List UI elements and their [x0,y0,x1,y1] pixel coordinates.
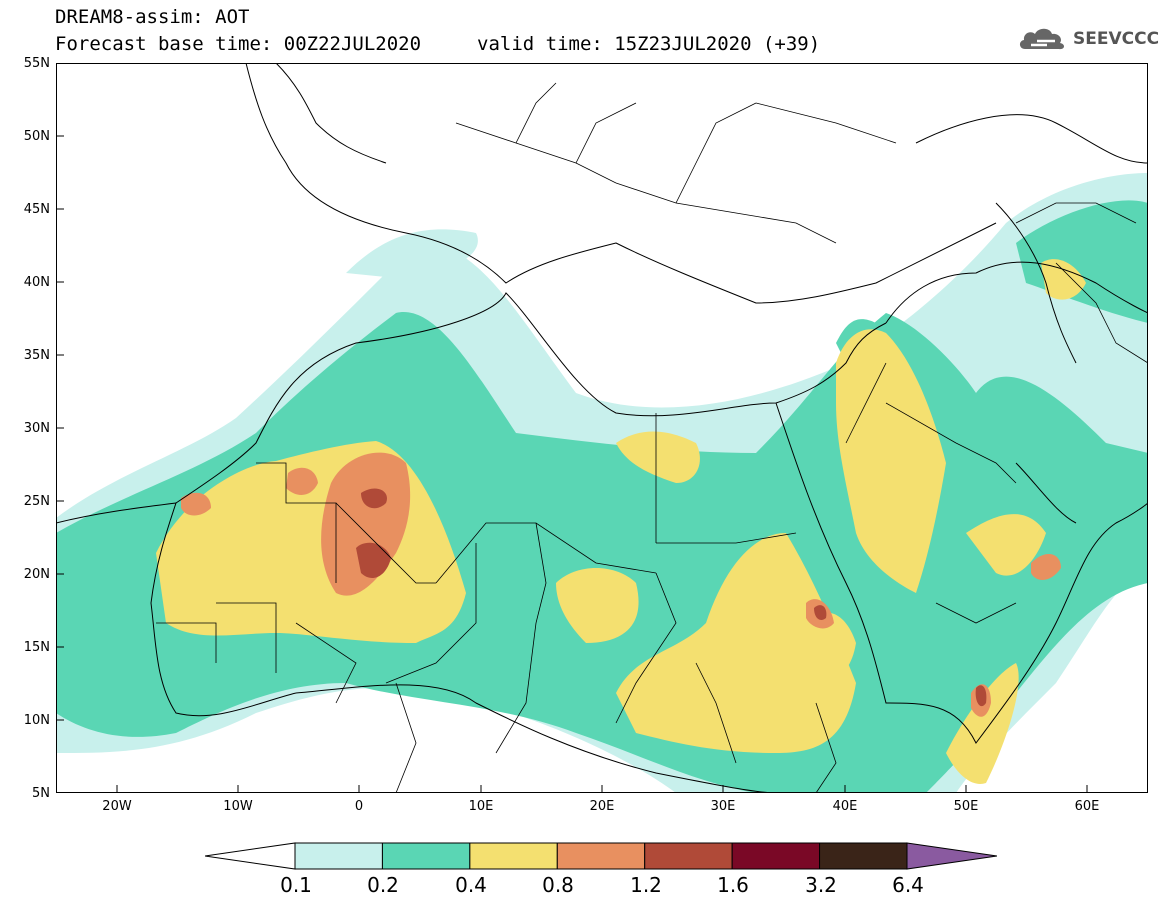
country-borders [156,82,1148,793]
colorbar-lower-extend [204,842,296,870]
colorbar [204,842,998,870]
colorbar-label: 0.1 [280,873,312,897]
coastlines [56,63,1148,793]
colorbar-bin [819,842,908,870]
colorbar-bin [556,842,646,870]
colorbar-bin [381,842,471,870]
aot-field [56,63,1148,793]
colorbar-label: 6.4 [892,873,924,897]
seevccc-logo: SEEVCCC [1017,25,1159,53]
valid-time: valid time: 15Z23JUL2020 (+39) [477,33,821,55]
lat-label: 5N [32,786,50,801]
lat-label: 35N [23,348,50,363]
lon-label: 20E [589,799,615,814]
colorbar-bin [469,842,558,870]
lat-label: 50N [23,129,50,144]
lat-label: 55N [23,56,50,71]
cloud-icon [1019,28,1065,50]
lon-label: 10E [468,799,494,814]
lat-label: 15N [23,640,50,655]
colorbar-label: 1.2 [630,873,662,897]
colorbar-bin [731,842,821,870]
colorbar-bin [294,842,383,870]
colorbar-label: 0.8 [542,873,574,897]
map-title: DREAM8-assim: AOT [55,6,250,28]
lat-label: 10N [23,713,50,728]
forecast-base-time: Forecast base time: 00Z22JUL2020 [55,33,422,55]
lon-label: 20W [102,799,132,814]
lon-label: 50E [953,799,979,814]
lat-label: 25N [23,494,50,509]
colorbar-label: 3.2 [805,873,837,897]
aot-1.2-region [356,542,391,578]
aot-map [56,63,1148,793]
lat-label: 40N [23,275,50,290]
lon-label: 40E [832,799,858,814]
lon-label: 0 [354,799,364,814]
colorbar-label: 0.2 [367,873,399,897]
colorbar-bin [644,842,733,870]
lon-label: 10W [223,799,253,814]
lat-label: 20N [23,567,50,582]
colorbar-upper-extend [906,842,998,870]
lon-label: 30E [710,799,736,814]
colorbar-label: 0.4 [455,873,487,897]
colorbar-label: 1.6 [717,873,749,897]
logo-text: SEEVCCC [1073,29,1160,49]
lat-label: 45N [23,202,50,217]
lat-label: 30N [23,421,50,436]
lon-label: 60E [1074,799,1100,814]
